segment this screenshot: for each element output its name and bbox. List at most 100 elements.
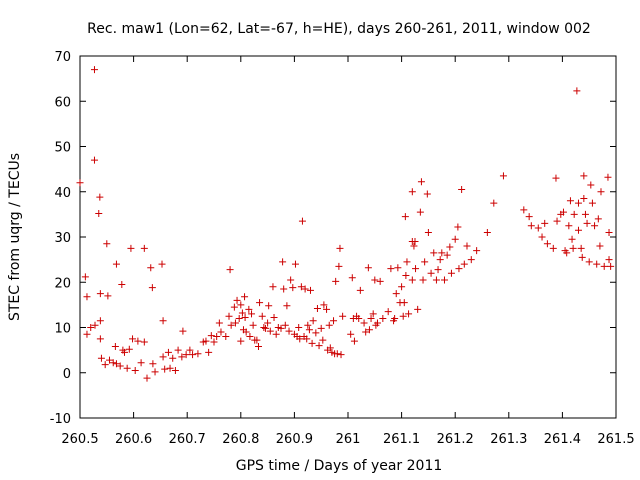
data-point <box>583 219 591 227</box>
data-point <box>391 314 399 322</box>
data-point <box>289 284 297 292</box>
data-point <box>371 276 379 284</box>
data-point <box>91 321 99 329</box>
data-point <box>417 178 425 186</box>
x-axis: 260.5 260.6 260.7 260.8 260.9 261 261.1 261.2 26… <box>61 56 635 447</box>
data-point <box>249 321 257 329</box>
data-point <box>430 249 438 257</box>
data-point <box>596 242 604 250</box>
data-point <box>189 351 197 359</box>
data-point <box>87 324 95 331</box>
data-point <box>458 185 466 193</box>
data-point <box>246 333 254 341</box>
data-point <box>566 197 574 205</box>
data-point <box>230 303 238 311</box>
x-tick-label: 261.5 <box>597 432 634 447</box>
data-point <box>256 299 264 307</box>
data-point <box>261 324 269 332</box>
data-point <box>399 312 407 320</box>
data-point <box>140 338 148 346</box>
data-point <box>164 348 172 356</box>
data-point <box>325 321 333 329</box>
data-point <box>96 193 104 201</box>
data-point <box>326 344 334 352</box>
data-point <box>587 181 595 189</box>
data-point <box>264 319 272 327</box>
data-point <box>319 336 327 344</box>
y-axis-label: STEC from uqrg / TECUs <box>7 153 23 321</box>
data-point <box>226 266 234 274</box>
data-point <box>111 343 119 351</box>
data-point <box>408 188 416 196</box>
data-point <box>112 360 120 368</box>
data-point <box>301 285 309 293</box>
data-point <box>227 321 235 329</box>
data-point <box>427 269 435 277</box>
data-point <box>588 199 596 207</box>
data-point <box>574 226 582 234</box>
data-point <box>137 359 145 367</box>
data-point <box>392 290 400 298</box>
data-point <box>337 351 345 359</box>
data-point <box>483 228 491 236</box>
data-point <box>83 330 91 338</box>
data-points <box>76 66 615 382</box>
data-point <box>585 258 593 266</box>
x-tick-label: 260.9 <box>276 432 313 447</box>
data-point <box>398 283 406 291</box>
y-tick-label: 10 <box>54 322 71 337</box>
data-point <box>297 283 305 291</box>
data-point <box>303 335 311 343</box>
data-point <box>607 262 615 270</box>
data-point <box>242 328 250 336</box>
data-point <box>454 223 462 231</box>
data-point <box>332 277 340 285</box>
data-point <box>281 321 289 329</box>
data-point <box>90 66 98 74</box>
x-tick-label: 260.5 <box>61 432 98 447</box>
data-point <box>364 264 372 272</box>
data-point <box>280 285 288 293</box>
data-point <box>335 262 343 270</box>
y-tick-label: 60 <box>54 95 71 110</box>
data-point <box>308 339 316 347</box>
y-axis: -10 0 10 20 30 40 50 60 70 <box>50 50 616 427</box>
data-point <box>245 305 253 313</box>
y-tick-label: 0 <box>63 367 71 382</box>
data-point <box>90 156 98 164</box>
data-point <box>207 332 215 340</box>
data-point <box>101 361 109 369</box>
plot-frame <box>79 55 617 419</box>
y-tick-label: 40 <box>54 186 71 201</box>
data-point <box>369 310 377 318</box>
data-point <box>287 276 295 284</box>
x-tick-label: 260.7 <box>169 432 206 447</box>
data-point <box>120 348 128 356</box>
data-point <box>549 244 557 252</box>
data-point <box>279 258 287 266</box>
data-point <box>134 337 142 345</box>
data-point <box>405 310 413 318</box>
data-point <box>356 286 364 294</box>
data-point <box>330 317 338 325</box>
data-point <box>591 222 599 230</box>
data-point <box>414 305 422 313</box>
data-point <box>81 273 89 281</box>
chart-title: Rec. maw1 (Lon=62, Lat=-67, h=HE), days … <box>87 21 591 37</box>
data-point <box>265 302 273 310</box>
data-point <box>336 244 344 252</box>
data-point <box>96 317 104 325</box>
data-point <box>305 326 313 334</box>
data-point <box>109 359 117 367</box>
data-point <box>379 314 387 322</box>
x-tick-label: 260.8 <box>222 432 259 447</box>
data-point <box>387 265 395 273</box>
data-point <box>112 260 120 268</box>
data-point <box>446 243 454 251</box>
data-point <box>438 249 446 257</box>
x-tick-label: 260.6 <box>115 432 152 447</box>
data-point <box>594 215 602 223</box>
data-point <box>148 284 156 292</box>
data-point <box>574 199 582 207</box>
data-point <box>376 277 384 285</box>
